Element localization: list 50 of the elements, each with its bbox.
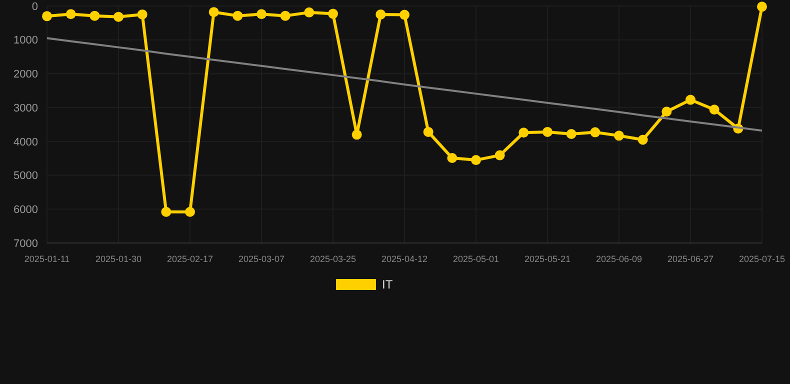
point [566,128,576,139]
point [185,206,195,217]
x-tick-label: 2025-05-01 [452,254,500,264]
x-tick-label: 2025-05-21 [524,254,571,264]
point [42,11,52,22]
point [161,206,172,217]
point [423,126,434,137]
y-tick-label: 5000 [14,170,38,182]
point [590,127,600,138]
y-tick-label: 3000 [14,102,38,114]
point [208,7,219,18]
x-tick-label: 2025-03-07 [238,254,285,264]
point [662,106,672,117]
point [114,12,124,22]
legend-label: IT [382,278,394,292]
y-tick-label: 0 [32,0,38,13]
point [471,155,481,166]
x-tick-label: 2025-02-17 [166,254,214,264]
point [66,9,76,20]
x-tick-label: 2025-06-09 [596,254,642,264]
point [328,8,338,19]
point [494,150,505,160]
x-tick-label: 2025-03-25 [310,254,356,264]
x-tick-label: 2025-01-30 [95,254,142,264]
point [256,9,266,20]
point [686,94,696,105]
x-tick-label: 2025-06-27 [667,254,714,264]
y-tick-label: 7000 [14,238,38,250]
point [447,153,458,164]
y-tick-label: 6000 [14,204,38,216]
point [614,130,624,141]
point [352,130,362,140]
point [709,104,720,115]
point [757,2,767,12]
point [400,10,410,20]
point [542,126,552,137]
point [376,9,386,20]
point [638,134,648,145]
y-tick-label: 1000 [14,34,38,47]
point [304,7,314,18]
y-tick-label: 4000 [14,136,38,148]
point [90,10,100,21]
y-tick-label: 2000 [14,68,38,81]
point [518,128,529,138]
point [137,9,148,20]
x-tick-label: 2025-04-12 [381,254,428,264]
x-tick-label: 2025-07-15 [738,254,786,264]
point [280,10,290,21]
point [232,10,243,21]
x-tick-label: 2025-01-11 [24,254,70,264]
